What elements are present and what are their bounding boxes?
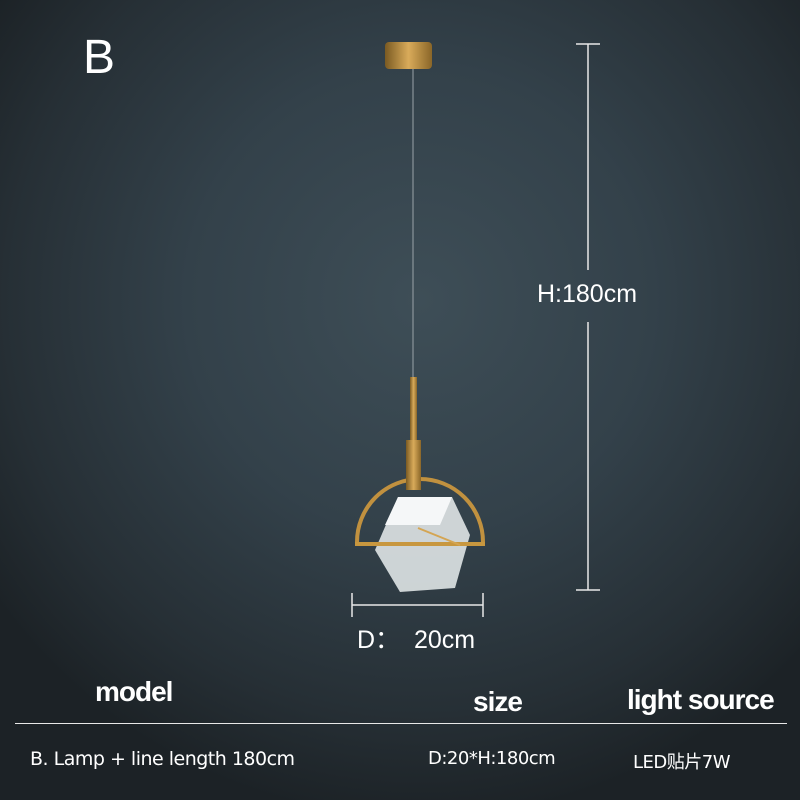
variant-label: B xyxy=(83,31,116,84)
header-light-source: light source xyxy=(627,684,775,715)
height-dimension-line xyxy=(576,43,600,591)
row-model: B. Lamp + line length 180cm xyxy=(30,748,295,770)
row-light-source: LED贴片7W xyxy=(633,752,731,773)
diameter-label: D： 20cm xyxy=(357,626,476,654)
lamp-rod xyxy=(410,377,417,442)
lamp-socket xyxy=(406,440,421,490)
crystal-facet xyxy=(385,497,452,525)
height-label: H:180cm xyxy=(537,280,638,308)
header-size: size xyxy=(473,686,523,717)
row-size: D:20*H:180cm xyxy=(428,748,556,769)
lamp-led-strip xyxy=(417,527,461,546)
header-model: model xyxy=(95,676,173,707)
diameter-dimension-line xyxy=(351,593,484,617)
lamp-canopy xyxy=(385,42,432,69)
table-divider xyxy=(15,723,787,724)
